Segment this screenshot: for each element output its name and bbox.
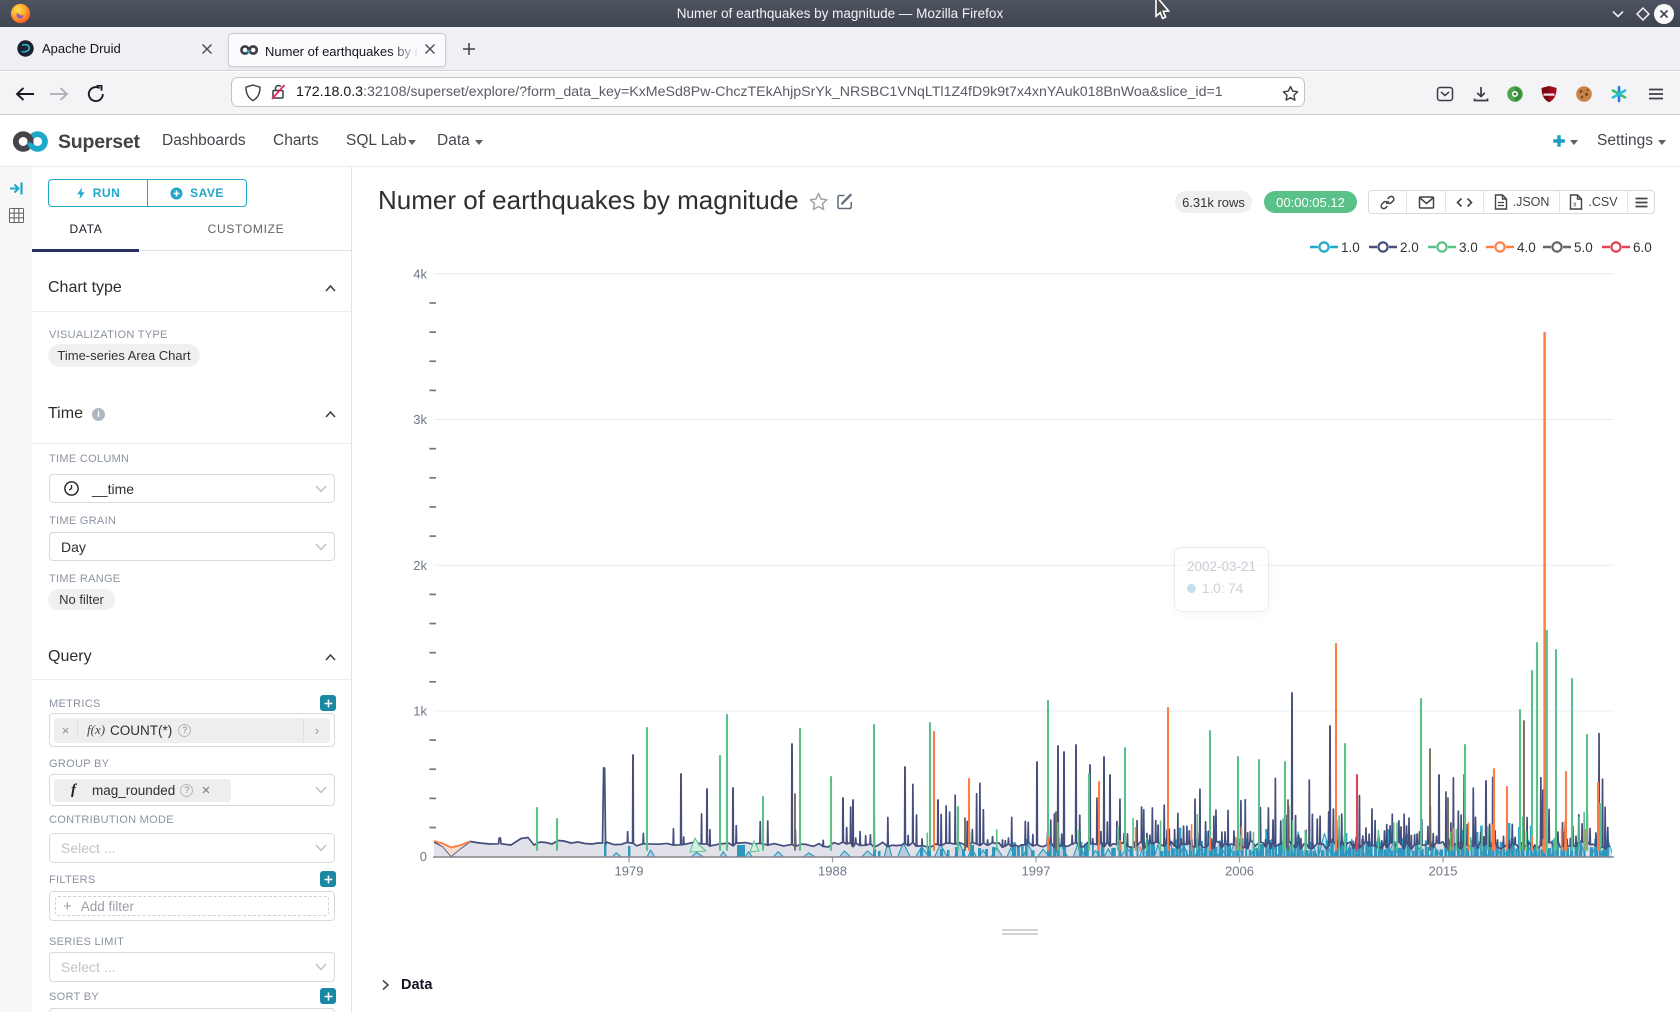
svg-text:1997: 1997 (1022, 864, 1051, 879)
svg-text:1988: 1988 (818, 864, 847, 879)
svg-text:2k: 2k (413, 558, 427, 573)
svg-text:0: 0 (420, 849, 427, 864)
svg-text:1979: 1979 (615, 864, 644, 879)
svg-text:1k: 1k (413, 704, 427, 719)
svg-text:3k: 3k (413, 412, 427, 427)
svg-text:2006: 2006 (1225, 864, 1254, 879)
svg-text:4k: 4k (413, 266, 427, 281)
svg-text:x: x (1573, 202, 1577, 209)
svg-text:2015: 2015 (1429, 864, 1458, 879)
